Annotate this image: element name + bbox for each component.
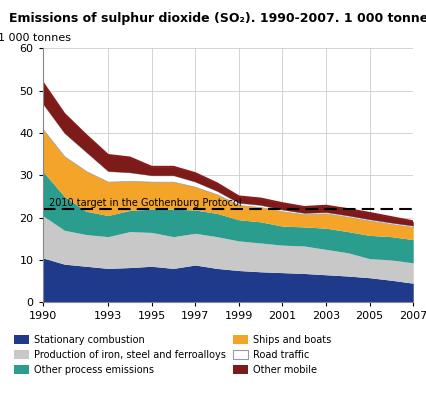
Text: 1 000 tonnes: 1 000 tonnes <box>0 33 71 43</box>
Text: Emissions of sulphur dioxide (SO₂). 1990-2007. 1 000 tonnes: Emissions of sulphur dioxide (SO₂). 1990… <box>9 12 426 25</box>
Text: 2010 target in the Gothenburg Protocol: 2010 target in the Gothenburg Protocol <box>49 198 242 208</box>
Legend: Stationary combustion, Production of iron, steel and ferroalloys, Other process : Stationary combustion, Production of iro… <box>10 331 335 379</box>
